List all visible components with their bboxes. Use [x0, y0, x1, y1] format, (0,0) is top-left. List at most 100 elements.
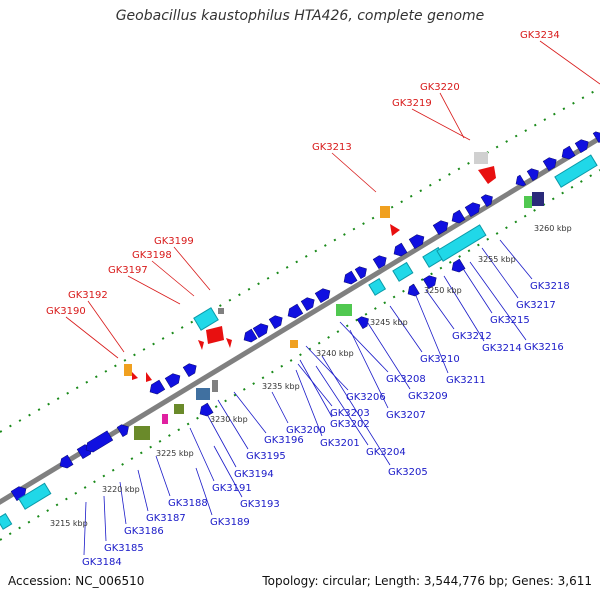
trna-marker-4[interactable] — [132, 372, 138, 380]
gene-label[interactable]: GK3198 — [132, 250, 172, 261]
trna-marker-3[interactable] — [226, 338, 232, 348]
gene-label[interactable]: GK3187 — [146, 513, 186, 524]
gene-rrna[interactable] — [18, 482, 52, 510]
gene-arrow-upper[interactable] — [241, 328, 258, 345]
special-features — [124, 152, 544, 440]
gene-label[interactable]: GK3204 — [366, 447, 406, 458]
gene-label[interactable]: GK3193 — [240, 499, 280, 510]
gene-arrow-lower[interactable] — [197, 402, 214, 419]
gene-arrow-lower[interactable] — [422, 273, 439, 290]
feature-grey-2[interactable] — [212, 380, 218, 392]
trna-marker-2[interactable] — [198, 340, 204, 350]
trna-marker-5[interactable] — [146, 372, 152, 382]
gene-label[interactable]: GK3214 — [482, 343, 522, 354]
feature-navy-1[interactable] — [532, 192, 544, 206]
gene-arrow-upper[interactable] — [391, 242, 408, 259]
gene-arrow-upper[interactable] — [341, 270, 358, 287]
gene-label[interactable]: GK3218 — [530, 281, 570, 292]
gene-arrow-upper[interactable] — [372, 253, 389, 270]
gene-arrow-upper[interactable] — [147, 379, 166, 397]
gene-label[interactable]: GK3215 — [490, 315, 530, 326]
gene-label[interactable]: GK3197 — [108, 265, 148, 276]
gene-label[interactable]: GK3184 — [82, 557, 122, 568]
gene-label[interactable]: GK3188 — [168, 498, 208, 509]
gene-label[interactable]: GK3192 — [68, 290, 108, 301]
gene-label[interactable]: GK3200 — [286, 425, 326, 436]
gene-arrow-upper[interactable] — [432, 218, 451, 236]
feature-green-2[interactable] — [524, 196, 532, 208]
gene-label[interactable]: GK3207 — [386, 410, 426, 421]
gene-arrow-upper[interactable] — [164, 371, 183, 389]
kbp-tick-label: 3250 kbp — [424, 286, 462, 295]
gene-arrow-lower[interactable] — [57, 454, 74, 471]
gene-label[interactable]: GK3220 — [420, 82, 460, 93]
gene-label[interactable]: GK3219 — [392, 98, 432, 109]
gene-arrow-upper[interactable] — [559, 145, 576, 162]
gene-arrow-lower[interactable] — [116, 422, 131, 438]
gene-label[interactable]: GK3194 — [234, 469, 274, 480]
gene-label[interactable]: GK3206 — [346, 392, 386, 403]
gene-rrna[interactable] — [554, 154, 598, 188]
gene-arrow-upper[interactable] — [314, 286, 333, 304]
gene-label[interactable]: GK3216 — [524, 342, 564, 353]
feature-olive-1[interactable] — [134, 426, 150, 440]
gene-label[interactable]: GK3212 — [452, 331, 492, 342]
trna-marker-7[interactable] — [478, 166, 496, 184]
trna-marker-1[interactable] — [206, 326, 224, 344]
gene-arrow-upper[interactable] — [574, 137, 591, 154]
gene-label[interactable]: GK3196 — [264, 435, 304, 446]
gene-label[interactable]: GK3190 — [46, 306, 86, 317]
gene-rrna[interactable] — [0, 513, 13, 530]
gene-label[interactable]: GK3199 — [154, 236, 194, 247]
gene-label[interactable]: GK3210 — [420, 354, 460, 365]
trna-marker-6[interactable] — [390, 224, 400, 236]
gene-arrow-upper[interactable] — [513, 174, 527, 189]
gene-arrow-upper[interactable] — [285, 303, 304, 321]
gene-label[interactable]: GK3195 — [246, 451, 286, 462]
gene-rrna[interactable] — [368, 277, 387, 296]
gene-arrow-upper[interactable] — [408, 232, 427, 250]
feature-grey-1[interactable] — [474, 152, 488, 164]
gene-label[interactable]: GK3191 — [212, 483, 252, 494]
gene-label[interactable]: GK3208 — [386, 374, 426, 385]
gene-label[interactable]: GK3217 — [516, 300, 556, 311]
gene-label[interactable]: GK3211 — [446, 375, 486, 386]
gene-label[interactable]: GK3209 — [408, 391, 448, 402]
gene-label[interactable]: GK3203 — [330, 408, 370, 419]
gene-rrna[interactable] — [392, 261, 414, 282]
gene-arrow-upper[interactable] — [449, 209, 466, 226]
feature-steel-1[interactable] — [196, 388, 210, 400]
gene-label[interactable]: GK3205 — [388, 467, 428, 478]
gene-arrow-upper[interactable] — [592, 129, 600, 144]
gene-arrow-lower[interactable] — [83, 430, 114, 455]
feature-olive-2[interactable] — [174, 404, 184, 414]
gene-label[interactable]: GK3202 — [330, 419, 370, 430]
gene-label[interactable]: GK3189 — [210, 517, 250, 528]
gene-arrow-upper[interactable] — [268, 313, 285, 330]
genome-map[interactable]: 3215 kbp 3220 kbp 3225 kbp 3230 kbp 3235 kbp… — [0, 0, 600, 570]
feature-cyan-1[interactable] — [193, 307, 219, 331]
gene-arrow-upper[interactable] — [480, 192, 495, 208]
feature-grey-3[interactable] — [218, 308, 224, 314]
feature-orange-2[interactable] — [380, 206, 390, 218]
gene-arrow-upper[interactable] — [526, 166, 541, 182]
gene-arrow-upper[interactable] — [542, 155, 559, 172]
gene-arrow-lower[interactable] — [449, 258, 466, 275]
gene-label[interactable]: GK3185 — [104, 543, 144, 554]
gene-arrow-upper[interactable] — [300, 295, 317, 312]
gene-rrna[interactable] — [436, 224, 487, 262]
gene-label[interactable]: GK3213 — [312, 142, 352, 153]
gene-arrow-upper[interactable] — [354, 264, 369, 280]
feature-orange-3[interactable] — [290, 340, 298, 348]
gene-arrow-upper[interactable] — [252, 321, 271, 339]
feature-orange-1[interactable] — [124, 364, 132, 376]
gene-arrow-upper[interactable] — [182, 361, 199, 378]
feature-green-1[interactable] — [336, 304, 352, 316]
feature-pink-1[interactable] — [162, 414, 168, 424]
gene-arrow-upper[interactable] — [464, 200, 483, 218]
gene-label[interactable]: GK3201 — [320, 438, 360, 449]
gene-label[interactable]: GK3234 — [520, 30, 560, 41]
leader-line — [425, 289, 455, 330]
gene-label[interactable]: GK3186 — [124, 526, 164, 537]
